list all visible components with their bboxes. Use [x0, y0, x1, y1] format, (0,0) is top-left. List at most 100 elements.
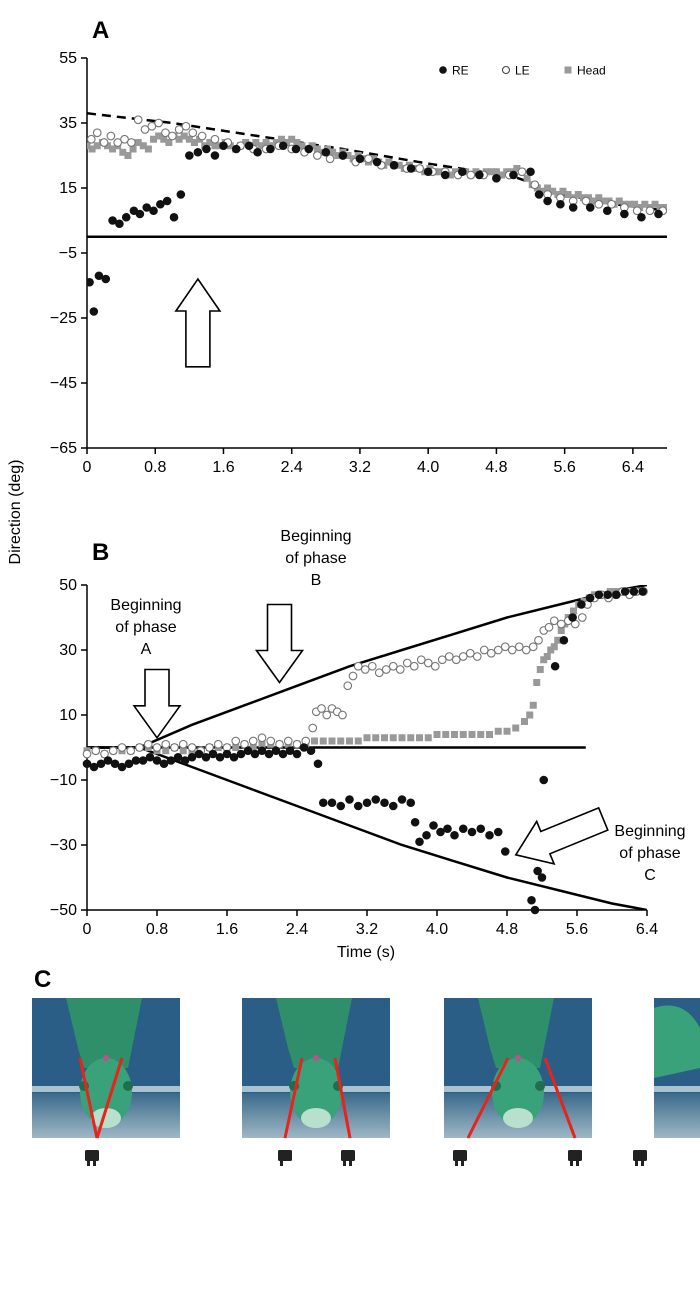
le-point [451, 655, 461, 665]
head-point [451, 731, 458, 738]
re-point [222, 749, 232, 759]
le-point [594, 199, 604, 209]
re-point [638, 587, 647, 596]
re-point [654, 209, 663, 219]
re-point [318, 798, 328, 808]
re-point [362, 798, 372, 808]
re-point [423, 167, 433, 177]
target-marker-block [278, 1150, 292, 1161]
re-point [108, 216, 117, 225]
re-point [388, 801, 398, 811]
re-point [612, 590, 621, 600]
le-point [607, 199, 616, 209]
head-point [249, 744, 257, 751]
re-point [443, 824, 452, 834]
re-point [187, 752, 197, 762]
re-point [585, 203, 595, 212]
re-point [142, 203, 152, 212]
le-point [338, 710, 347, 720]
head-point [512, 724, 520, 732]
re-point [530, 905, 540, 915]
head-point [398, 734, 406, 742]
re-point [278, 749, 288, 759]
re-point [266, 144, 275, 154]
re-point [169, 212, 179, 222]
re-point [173, 752, 183, 762]
le-point [322, 710, 332, 720]
head-point [311, 737, 318, 745]
x-tick-label: 3.2 [356, 921, 378, 938]
head-point [570, 607, 577, 615]
head-point [513, 165, 521, 172]
le-point [308, 723, 318, 733]
re-point [327, 798, 337, 808]
re-point [210, 151, 220, 160]
eye [535, 1081, 545, 1091]
le-point [140, 125, 150, 134]
le-point [632, 206, 642, 216]
y-tick-label: 50 [59, 577, 77, 594]
head-point [319, 737, 327, 745]
chameleon-partial [654, 1005, 700, 1078]
re-point [559, 635, 569, 645]
legend-label: LE [515, 64, 530, 78]
head-point [346, 737, 353, 745]
chameleon-snout [91, 1108, 121, 1128]
chameleon-body [478, 998, 554, 1068]
head-point [574, 191, 582, 198]
le-point [231, 736, 241, 746]
y-tick-label: 35 [59, 115, 77, 132]
photo-frame [242, 998, 390, 1138]
panel-b-letter: B [92, 539, 109, 566]
le-point [402, 658, 412, 668]
le-point [197, 131, 207, 141]
head-point [370, 155, 378, 163]
target-marker [85, 1150, 99, 1166]
head-marker-dot [313, 1055, 319, 1061]
target-marker-leg [93, 1161, 96, 1166]
head-point [416, 734, 423, 742]
le-point [275, 739, 284, 749]
head-point [175, 135, 183, 143]
le-point [645, 206, 655, 216]
re-point [101, 274, 111, 284]
head-point [180, 132, 188, 140]
legend-le-marker [501, 65, 511, 75]
re-point [236, 749, 246, 759]
target-marker-leg [635, 1161, 638, 1166]
le-point [167, 131, 177, 141]
head-point [242, 139, 250, 146]
re-point [138, 756, 148, 765]
head-point [206, 139, 214, 146]
le-point [312, 151, 322, 160]
le-point [530, 180, 540, 190]
re-point [124, 759, 134, 769]
le-point [108, 746, 118, 756]
head-point [641, 200, 649, 208]
re-point [533, 866, 542, 876]
re-point [193, 147, 203, 157]
target-marker [633, 1150, 647, 1166]
re-point [89, 307, 99, 316]
re-point [306, 746, 316, 756]
head-marker-dot [103, 1055, 109, 1061]
head-point [549, 187, 557, 195]
head-point [232, 744, 240, 751]
re-point [229, 752, 239, 762]
re-point [278, 141, 288, 151]
head-point [557, 627, 565, 634]
re-point [176, 190, 186, 199]
gaze-line [466, 1057, 510, 1139]
le-point [181, 121, 191, 131]
re-point [372, 157, 382, 167]
head-point [337, 737, 345, 745]
le-point [91, 746, 101, 756]
head-point [288, 135, 296, 143]
reference-curve [87, 585, 647, 749]
head-point [119, 148, 127, 156]
head-point [124, 152, 132, 159]
re-point [152, 756, 162, 765]
re-point [110, 759, 120, 769]
le-point [416, 655, 426, 665]
le-point [257, 733, 267, 743]
